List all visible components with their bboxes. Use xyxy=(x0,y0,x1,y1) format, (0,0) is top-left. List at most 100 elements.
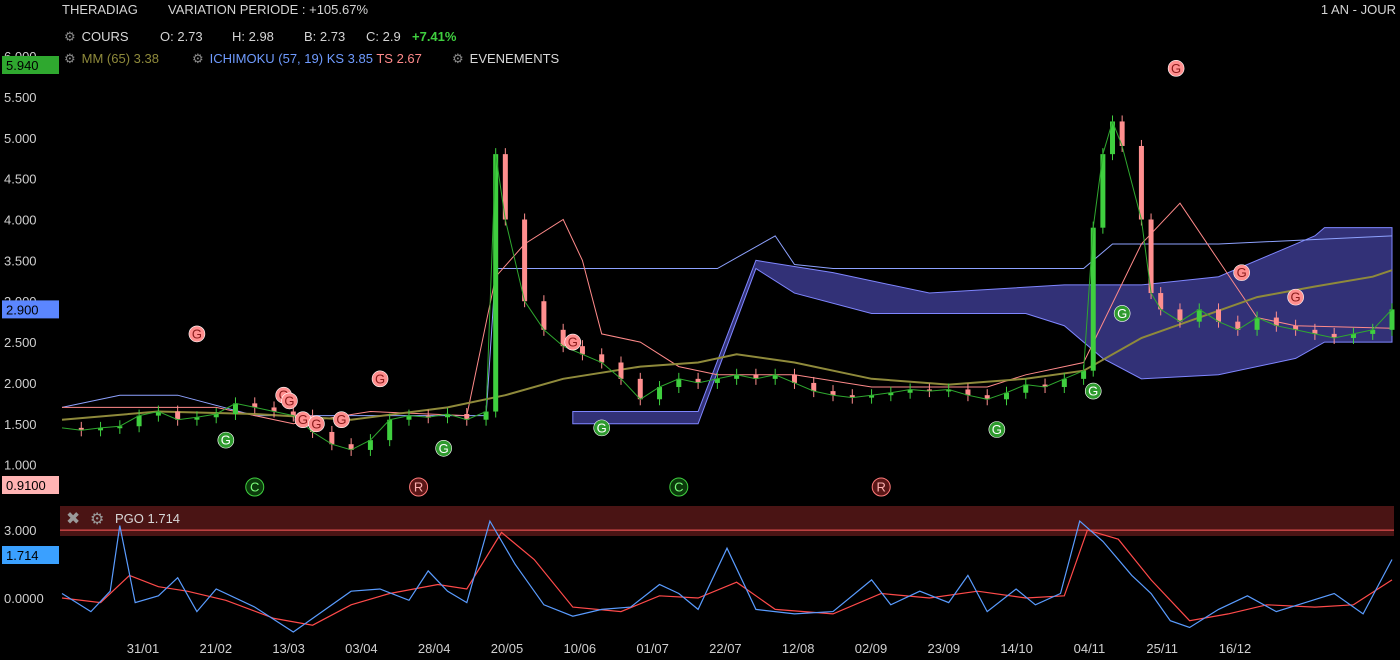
candle-body xyxy=(493,154,499,412)
gear-icon[interactable]: ⚙ xyxy=(90,511,105,528)
candle-body xyxy=(772,374,778,379)
event-marker-label: G xyxy=(298,412,308,427)
candle-body xyxy=(926,389,932,392)
change-percent: +7.41% xyxy=(412,29,457,44)
candle-body xyxy=(290,411,296,416)
ohlc-low: B: 2.73 xyxy=(304,29,346,44)
candle-body xyxy=(599,354,605,363)
x-tick-label: 31/01 xyxy=(127,641,160,656)
event-marker-label: G xyxy=(284,393,294,408)
event-marker xyxy=(564,333,582,351)
candle-body xyxy=(965,389,971,396)
bottom-event-label: C xyxy=(674,480,683,495)
x-tick-label: 02/09 xyxy=(855,641,888,656)
candle-body xyxy=(1350,333,1356,338)
bottom-event-label: R xyxy=(877,480,886,495)
gear-icon[interactable]: ⚙ xyxy=(64,51,76,66)
price-tag-bottom: 0.9100 xyxy=(6,478,46,493)
y-tick-label: 1.500 xyxy=(4,417,37,432)
y-tick-label: 2.000 xyxy=(4,376,37,391)
candle-body xyxy=(1042,384,1048,388)
event-marker xyxy=(1233,264,1250,281)
x-tick-label: 04/11 xyxy=(1074,641,1106,656)
candle-body xyxy=(1081,370,1087,379)
event-marker-label: G xyxy=(1291,290,1301,305)
event-marker xyxy=(308,415,325,433)
candle-body xyxy=(348,444,354,450)
mm-indicator: ⚙ MM (65) 3.38 xyxy=(64,51,159,67)
x-tick-label: 21/02 xyxy=(200,641,233,656)
y-tick-label: 4.500 xyxy=(4,172,37,187)
event-marker xyxy=(593,419,611,437)
mm-label: MM (65) 3.38 xyxy=(81,51,159,66)
gear-icon[interactable]: ⚙ xyxy=(452,51,464,66)
event-marker-label: G xyxy=(568,335,578,350)
candle-body xyxy=(984,395,990,400)
pgo-value-tag-bg xyxy=(2,546,59,564)
period-selector[interactable]: 1 AN - JOUR xyxy=(1320,2,1396,17)
candle-body xyxy=(252,403,258,408)
candle-body xyxy=(464,413,470,420)
mm65-line xyxy=(61,269,1393,421)
event-marker xyxy=(435,440,452,457)
y-tick-label: 5.500 xyxy=(4,90,37,105)
x-tick-label: 01/07 xyxy=(636,641,669,656)
candle-body xyxy=(1331,333,1337,338)
period-variation: VARIATION PERIODE : +105.67% xyxy=(168,2,369,17)
event-marker-label: G xyxy=(1171,61,1181,76)
candle-body xyxy=(367,440,373,450)
x-tick-label: 22/07 xyxy=(709,641,742,656)
ticker-title: THERADIAG xyxy=(62,2,138,17)
event-marker-label: G xyxy=(336,412,346,427)
price-tag-current: 2.900 xyxy=(6,302,39,317)
events-indicator: ⚙ EVENEMENTS xyxy=(452,51,559,67)
candle-body xyxy=(1273,317,1279,326)
gear-icon[interactable]: ⚙ xyxy=(64,29,76,44)
price-tag-top-bg xyxy=(2,56,59,74)
candle-body xyxy=(1235,321,1241,330)
candle-body xyxy=(1370,329,1376,334)
bottom-event-label: C xyxy=(250,480,259,495)
ohlc-close: C: 2.9 xyxy=(366,29,401,44)
candle-body xyxy=(387,419,393,441)
candle-body xyxy=(98,427,104,431)
candle-body xyxy=(869,395,875,398)
cours-row: ⚙ COURS xyxy=(64,29,129,45)
x-tick-label: 14/10 xyxy=(1000,641,1033,656)
bottom-event-marker xyxy=(871,477,891,497)
ichimoku-cloud xyxy=(572,227,1393,425)
event-marker-label: G xyxy=(1088,384,1098,399)
event-marker xyxy=(988,421,1006,438)
bottom-event-marker xyxy=(669,477,689,497)
ts-line xyxy=(62,202,1393,425)
candle-body xyxy=(194,417,200,420)
ichimoku-indicator: ⚙ ICHIMOKU (57, 19) KS 3.85 TS 2.67 xyxy=(192,51,422,67)
candle-body xyxy=(1138,145,1144,220)
event-marker-label: G xyxy=(992,422,1002,437)
candle-body xyxy=(232,403,238,414)
candle-body xyxy=(830,391,836,396)
ks-label: KS 3.85 xyxy=(326,51,373,66)
event-marker-label: G xyxy=(597,420,607,435)
candle-body xyxy=(811,382,817,392)
pgo-fast-line xyxy=(61,519,1393,633)
candle-body xyxy=(753,374,759,379)
candle-body xyxy=(271,407,277,412)
close-icon[interactable]: ✖ xyxy=(66,509,81,528)
candle-body xyxy=(695,378,701,383)
x-tick-label: 20/05 xyxy=(491,641,524,656)
candle-body xyxy=(618,362,624,379)
candle-body xyxy=(657,387,663,400)
candle-body xyxy=(483,411,489,420)
candle-body xyxy=(1293,325,1299,330)
event-marker xyxy=(371,370,389,388)
candle-body xyxy=(849,395,855,398)
gear-icon[interactable]: ⚙ xyxy=(192,51,204,66)
event-marker xyxy=(188,325,206,343)
candle-body xyxy=(1148,219,1154,294)
x-tick-label: 28/04 xyxy=(418,641,451,656)
event-marker xyxy=(1113,305,1131,322)
candle-body xyxy=(329,431,335,445)
pgo-slow-line xyxy=(61,529,1393,626)
